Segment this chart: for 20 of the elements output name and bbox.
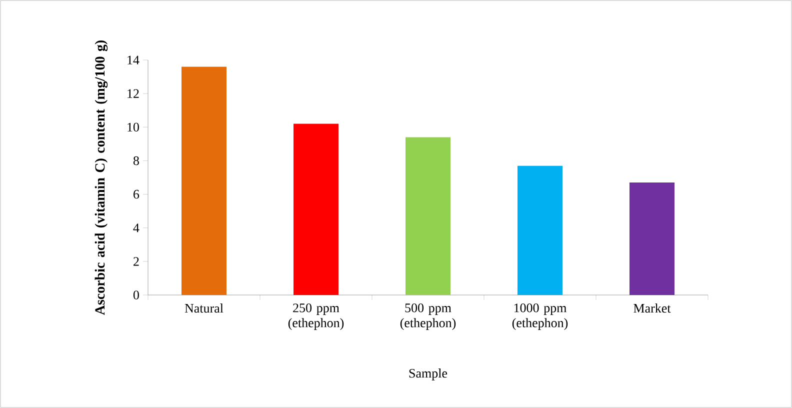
y-tick-label: 10 xyxy=(128,122,139,132)
x-tick-label: 1000 ppm (ethephon) xyxy=(512,304,568,330)
bar xyxy=(406,137,451,295)
y-tick-label: 8 xyxy=(133,156,139,166)
y-tick-label: 2 xyxy=(134,257,139,266)
y-tick-label: 14 xyxy=(128,56,140,64)
y-tick-label: 12 xyxy=(128,89,139,98)
bar xyxy=(182,66,227,295)
x-tick-label: Natural xyxy=(184,304,224,313)
bar xyxy=(630,182,674,295)
y-axis-title: Ascorbic acid (vitamin C) content (mg/100 g) xyxy=(94,40,108,316)
bar xyxy=(294,124,339,295)
y-tick-label: 6 xyxy=(134,190,140,199)
x-tick-label: Market xyxy=(634,304,671,313)
y-tick-label: 0 xyxy=(133,290,139,300)
x-tick-label: 500 ppm (ethephon) xyxy=(400,304,456,330)
x-axis-title: Sample xyxy=(409,368,448,380)
y-tick-label: 4 xyxy=(133,224,140,232)
bar xyxy=(518,166,563,295)
x-tick-label: 250 ppm (ethephon) xyxy=(288,304,344,330)
